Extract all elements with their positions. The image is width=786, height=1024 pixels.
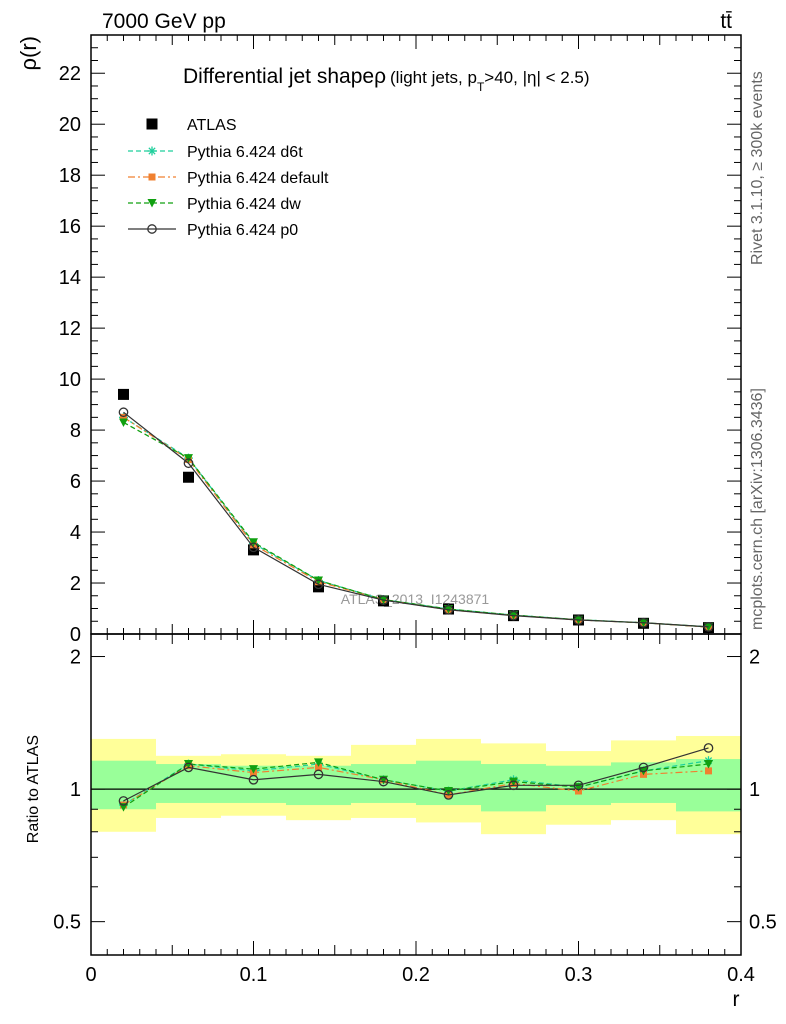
legend-marker-atlas <box>146 118 158 130</box>
marker-p0 <box>508 610 519 621</box>
marker-p0 <box>248 542 259 553</box>
legend-entry-dw: Pythia 6.424 dw <box>128 196 301 213</box>
ratio-line-p0 <box>123 747 709 802</box>
ratio-marker-p0 <box>313 769 324 780</box>
band-inner-bin <box>286 765 351 806</box>
y-tick-label: 20 <box>59 114 81 136</box>
legend-label-atlas: ATLAS <box>187 117 237 134</box>
ratio-y-tick-label: 2 <box>70 647 81 669</box>
x-tick-label: 0.2 <box>402 964 430 986</box>
y-tick-label: 6 <box>70 471 81 493</box>
ratio-marker-p0 <box>573 780 584 791</box>
legend: ATLAS Pythia 6.424 d6t Pythia 6.424 defaul… <box>128 117 329 239</box>
ratio-series-group <box>118 743 714 812</box>
y-tick-label: 12 <box>59 318 81 340</box>
marker-atlas <box>248 544 259 556</box>
legend-entry-default: Pythia 6.424 default <box>128 170 329 187</box>
y-tick-label: 4 <box>70 522 81 544</box>
ratio-y-tick-label-right: 1 <box>749 779 760 801</box>
ratio-marker-dw <box>314 758 323 767</box>
ratio-uncertainty-bands <box>91 735 741 835</box>
ratio-y-tick-label: 1 <box>70 779 81 801</box>
y-tick-label: 2 <box>70 573 81 595</box>
x-tick-label: 0.3 <box>565 964 593 986</box>
ratio-marker-p0 <box>118 796 129 806</box>
ratio-marker-default <box>705 767 712 775</box>
legend-marker-dw <box>147 199 157 208</box>
marker-p0 <box>638 617 649 628</box>
marker-dw <box>704 622 713 632</box>
ratio-y-tick-label-right: 2 <box>749 647 760 669</box>
ratio-line-default <box>123 765 709 806</box>
ratio-marker-p0 <box>443 790 454 800</box>
ratio-marker-p0 <box>703 743 714 753</box>
legend-entry-d6t: Pythia 6.424 d6t <box>128 144 303 161</box>
main-y-axis-label: ρ(r) <box>16 36 41 71</box>
marker-p0 <box>443 604 454 615</box>
y-tick-label: 8 <box>70 420 81 442</box>
legend-label-dw: Pythia 6.424 dw <box>187 196 301 213</box>
ratio-marker-default <box>315 763 322 771</box>
y-tick-label: 16 <box>59 216 81 238</box>
band-inner-bin <box>156 764 221 803</box>
ratio-marker-dw <box>119 803 128 812</box>
legend-marker-default <box>148 173 156 181</box>
analysis-watermark: ATLAS_2013_I1243871 <box>341 591 490 607</box>
legend-entry-atlas: ATLAS <box>146 117 237 134</box>
band-inner-bin <box>481 764 546 812</box>
y-tick-label: 22 <box>59 63 81 85</box>
marker-p0 <box>378 595 389 605</box>
x-tick-label: 0.4 <box>727 964 755 986</box>
ratio-marker-dw <box>509 777 518 787</box>
plot-title: Differential jet shapeρ (light jets, pT>4… <box>183 65 590 94</box>
x-tick-label: 0 <box>85 964 96 986</box>
y-tick-label: 14 <box>59 267 81 289</box>
ratio-marker-p0 <box>508 780 519 791</box>
ratio-plot-axes: 0 0.1 0.2 0.3 0.40.5 0.51 12 2 <box>53 35 777 986</box>
marker-p0 <box>703 622 714 632</box>
marker-p0 <box>573 615 584 625</box>
marker-p0 <box>313 579 324 590</box>
ratio-y-tick-label: 0.5 <box>53 912 81 934</box>
marker-atlas <box>313 581 324 593</box>
marker-dw <box>119 418 128 427</box>
legend-entry-p0: Pythia 6.424 p0 <box>128 222 298 239</box>
rivet-label: Rivet 3.1.10, ≥ 300k events <box>749 71 766 265</box>
legend-label-default: Pythia 6.424 default <box>187 170 329 187</box>
marker-atlas <box>118 388 129 400</box>
ratio-y-axis-label: Ratio to ATLAS <box>25 735 42 843</box>
ratio-marker-p0 <box>378 776 389 787</box>
y-tick-label: 10 <box>59 369 81 391</box>
ratio-marker-dw <box>704 760 713 769</box>
series-line-p0 <box>123 411 709 628</box>
ratio-marker-p0 <box>638 762 649 773</box>
ratio-marker-dw <box>184 760 193 769</box>
marker-default <box>120 413 127 421</box>
ratio-y-tick-label-right: 0.5 <box>749 912 777 934</box>
marker-p0 <box>183 458 194 469</box>
ratio-line-dw <box>123 761 709 808</box>
legend-marker-d6t <box>147 146 157 156</box>
marker-p0 <box>118 407 129 418</box>
legend-label-p0: Pythia 6.424 p0 <box>187 222 298 239</box>
y-tick-label: 0 <box>70 624 81 646</box>
x-tick-label: 0.1 <box>240 964 268 986</box>
ratio-marker-p0 <box>248 774 259 785</box>
main-series-group <box>118 388 714 634</box>
x-axis-label: r <box>733 988 740 1011</box>
energy-label: 7000 GeV pp <box>102 10 226 33</box>
ratio-marker-p0 <box>183 762 194 773</box>
process-label: tt̄ <box>720 10 732 33</box>
legend-label-d6t: Pythia 6.424 d6t <box>187 144 303 161</box>
legend-marker-p0 <box>147 224 157 234</box>
marker-atlas <box>183 471 194 483</box>
ratio-marker-dw <box>249 765 258 774</box>
y-tick-label: 18 <box>59 165 81 187</box>
mcplots-label: mcplots.cern.ch [arXiv:1306.3436] <box>749 388 766 630</box>
